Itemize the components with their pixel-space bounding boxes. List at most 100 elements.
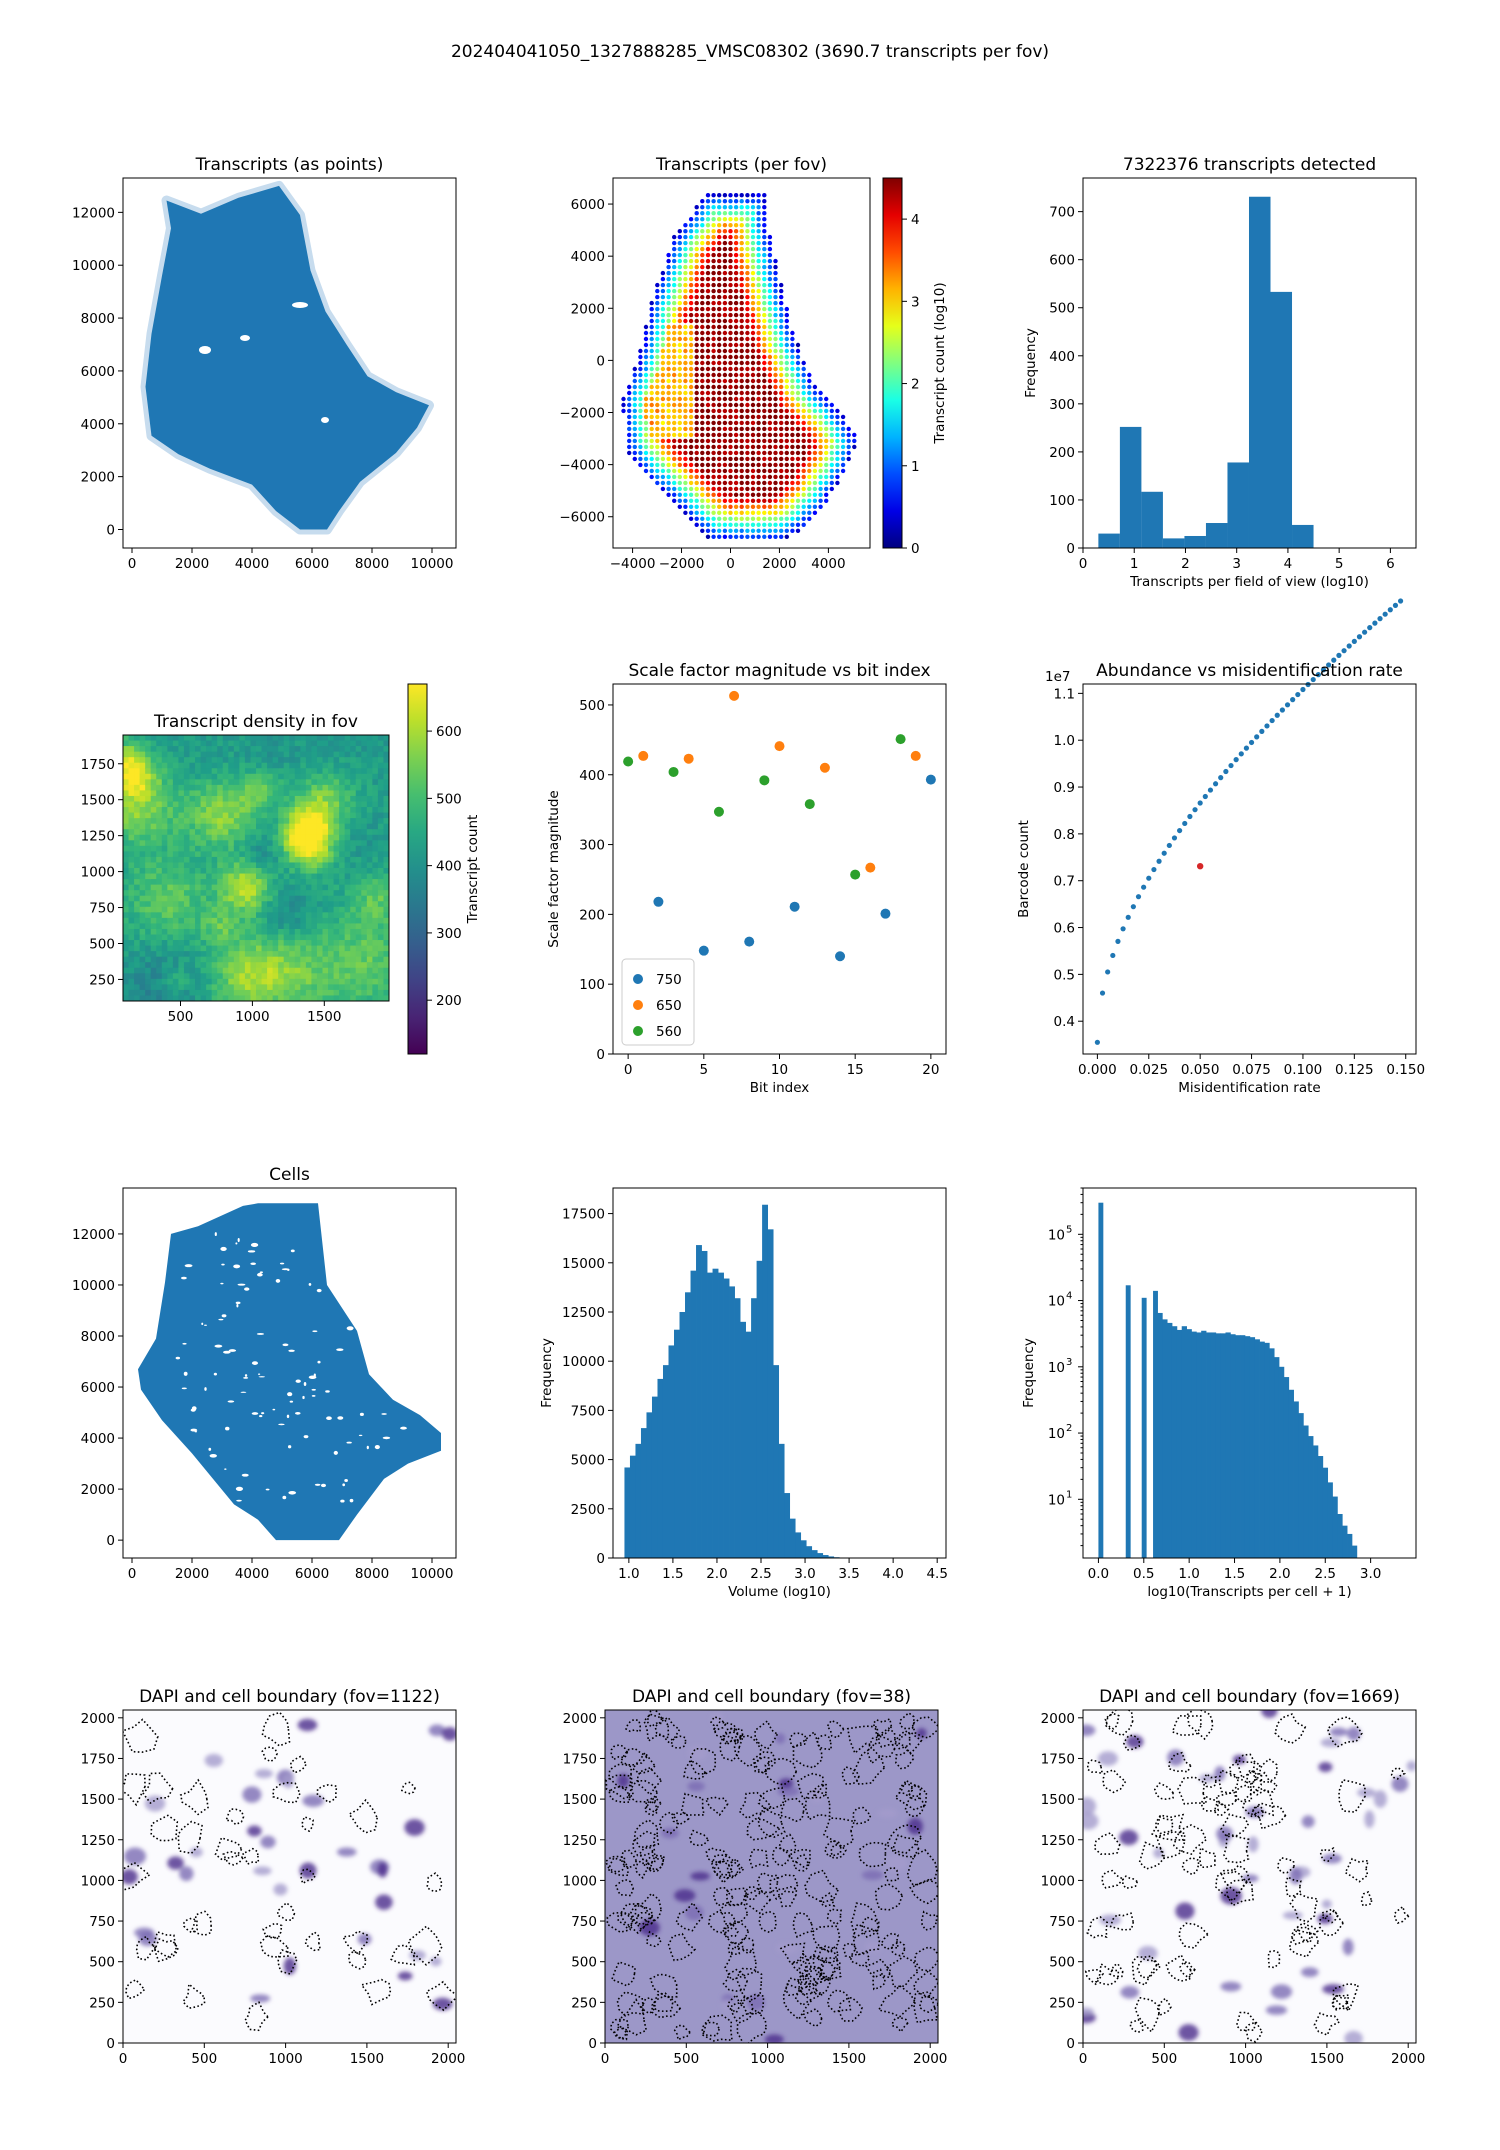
- fov-point: [762, 372, 767, 378]
- density-cell: [128, 840, 135, 847]
- fov-point: [649, 420, 654, 426]
- density-cell: [244, 873, 252, 880]
- density-cell: [239, 790, 246, 797]
- fov-point: [733, 456, 739, 462]
- density-cell: [134, 823, 141, 830]
- density-cell: [278, 956, 285, 963]
- density-cell: [189, 868, 196, 875]
- density-cell: [145, 973, 152, 980]
- density-cell: [200, 862, 207, 869]
- density-cell: [350, 962, 357, 969]
- fov-point: [756, 438, 761, 444]
- fov-point: [632, 456, 637, 462]
- fov-point: [733, 492, 739, 497]
- fov-point: [739, 318, 744, 324]
- density-cell: [278, 895, 285, 902]
- fov-point: [762, 306, 767, 312]
- y-tick-label: 1000: [563, 1873, 597, 1889]
- density-cell: [261, 779, 268, 786]
- fov-point: [756, 378, 761, 384]
- fov-point: [688, 504, 694, 509]
- density-cell: [161, 967, 168, 974]
- density-cell: [222, 901, 229, 908]
- density-cell: [256, 912, 263, 919]
- density-cell: [178, 873, 185, 880]
- cell-boundary: [1332, 1982, 1360, 2012]
- fov-point: [722, 414, 728, 420]
- density-cell: [300, 945, 307, 952]
- fov-point: [638, 438, 643, 444]
- density-cell: [267, 967, 274, 974]
- fov-point: [722, 258, 728, 264]
- density-cell: [200, 795, 207, 803]
- density-cell: [156, 801, 163, 808]
- cell-boundary: [884, 1866, 900, 1882]
- density-cell: [233, 845, 240, 852]
- cell-boundary: [898, 1782, 914, 1798]
- density-cell: [311, 951, 318, 958]
- fov-point: [700, 444, 705, 450]
- fov-point: [762, 504, 767, 509]
- density-cell: [305, 945, 313, 952]
- cell-boundary: [629, 1904, 654, 1926]
- fov-point: [688, 312, 694, 318]
- density-cell: [267, 928, 274, 936]
- density-cell: [377, 851, 385, 858]
- fov-point: [722, 372, 728, 378]
- density-cell: [123, 951, 130, 958]
- density-cell: [305, 795, 313, 803]
- density-cell: [183, 895, 191, 902]
- density-cell: [167, 934, 174, 941]
- density-cell: [366, 812, 373, 819]
- density-cell: [145, 984, 152, 991]
- fov-point: [700, 498, 705, 503]
- density-cell: [267, 762, 274, 769]
- density-cell: [256, 923, 263, 930]
- histogram-bar: [1225, 1332, 1231, 1558]
- colorbar-tick-label: 500: [436, 791, 462, 807]
- density-cell: [167, 879, 174, 886]
- fov-point: [801, 480, 806, 486]
- abundance-point: [1284, 702, 1291, 708]
- density-cell: [311, 962, 318, 969]
- density-cell: [200, 967, 207, 974]
- density-cell: [123, 895, 130, 902]
- density-cell: [222, 784, 229, 792]
- density-cell: [261, 746, 268, 753]
- y-tick-label: 0: [596, 1551, 605, 1567]
- fov-point: [666, 264, 671, 270]
- fov-point: [829, 402, 834, 408]
- cell-gap: [337, 1416, 344, 1420]
- density-cell: [305, 884, 313, 891]
- fov-point: [717, 234, 722, 240]
- density-cell: [217, 807, 224, 814]
- fov-point: [762, 360, 767, 366]
- fov-point: [649, 312, 654, 318]
- cell-boundary: [909, 1878, 938, 1905]
- cell-boundary: [1087, 1759, 1104, 1775]
- density-cell: [361, 912, 368, 919]
- fov-point: [694, 205, 699, 210]
- fov-point: [762, 205, 767, 210]
- fov-point: [773, 270, 778, 276]
- density-cell: [206, 901, 213, 908]
- fov-point: [677, 330, 682, 336]
- density-cell: [256, 762, 263, 769]
- fov-point: [745, 516, 750, 521]
- density-cell: [228, 773, 235, 780]
- fov-point: [790, 354, 795, 360]
- fov-point: [638, 420, 643, 426]
- fov-point: [683, 468, 688, 474]
- fov-point: [767, 504, 773, 509]
- density-cell: [278, 967, 285, 974]
- density-cell: [311, 868, 318, 875]
- cell-boundary: [891, 2016, 909, 2034]
- density-cell: [355, 940, 362, 947]
- fov-point: [756, 432, 761, 438]
- density-cell: [145, 856, 152, 864]
- fov-point: [767, 480, 773, 486]
- density-cell: [156, 978, 163, 985]
- density-cell: [172, 890, 180, 897]
- density-cell: [283, 757, 290, 764]
- density-cell: [355, 840, 362, 847]
